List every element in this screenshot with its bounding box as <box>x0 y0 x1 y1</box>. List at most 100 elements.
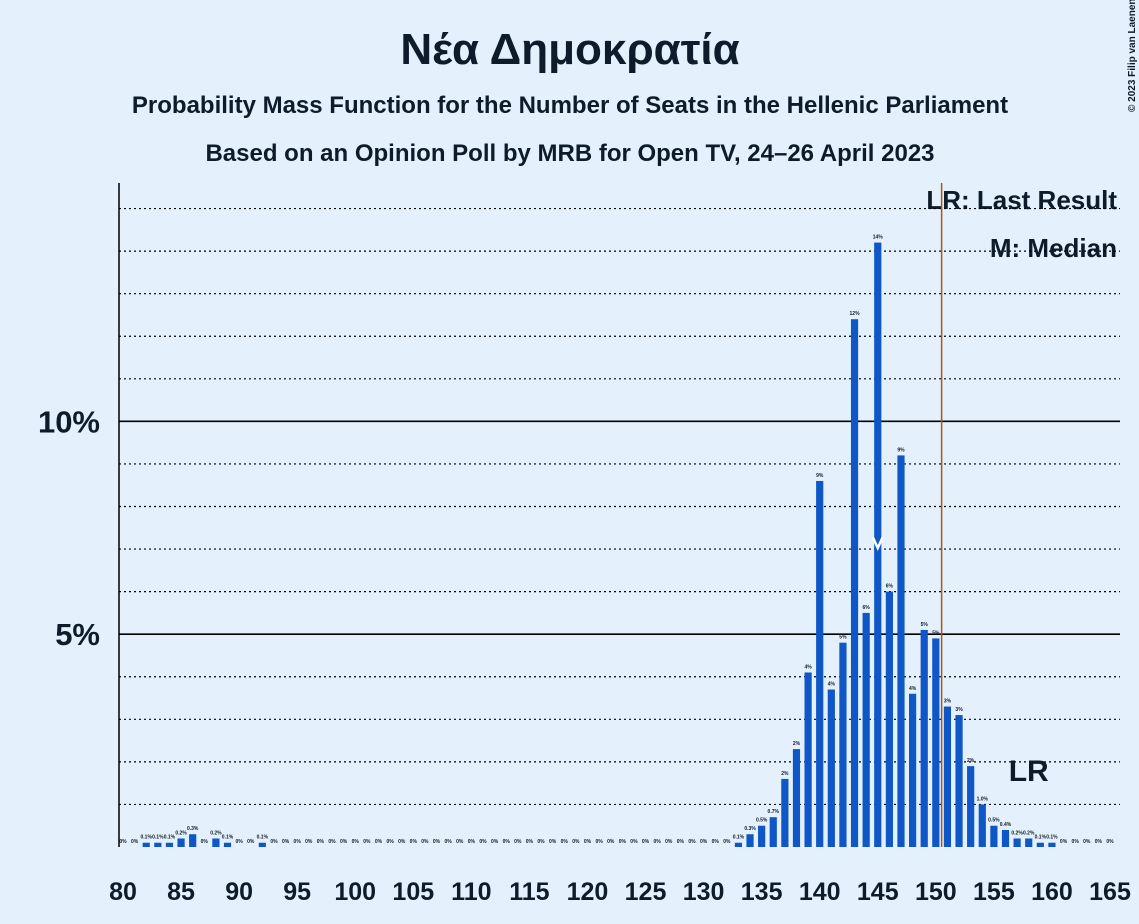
value-label: 14% <box>873 235 884 241</box>
bar <box>920 629 928 847</box>
value-label: 0% <box>1083 839 1091 845</box>
x-tick-label: 105 <box>392 878 434 906</box>
value-label: 0% <box>201 839 209 845</box>
value-label: 0% <box>375 839 383 845</box>
value-label: 0% <box>491 839 499 845</box>
bar <box>189 834 197 847</box>
value-label: 0.1% <box>257 835 269 841</box>
value-label: 0% <box>270 839 278 845</box>
bar <box>909 693 917 847</box>
x-tick-label: 130 <box>683 878 725 906</box>
x-tick-label: 155 <box>973 878 1015 906</box>
value-label: 5% <box>839 635 847 641</box>
value-label: 0% <box>282 839 290 845</box>
value-label: 0.1% <box>1035 835 1047 841</box>
value-label: 4% <box>828 682 836 688</box>
bar <box>142 842 150 847</box>
value-label: 0% <box>712 839 720 845</box>
bar <box>212 838 220 847</box>
value-label: 0% <box>352 839 360 845</box>
value-label: 6% <box>863 605 871 611</box>
bar <box>978 804 986 847</box>
value-label: 0% <box>131 839 139 845</box>
bar <box>758 825 766 847</box>
bar <box>827 689 835 847</box>
value-label: 0% <box>642 839 650 845</box>
x-tick-label: 120 <box>567 878 609 906</box>
value-label: 0.2% <box>1011 830 1023 836</box>
value-label: 0% <box>468 839 476 845</box>
bar <box>816 480 824 847</box>
value-label: 4% <box>804 664 812 670</box>
x-tick-label: 145 <box>857 878 899 906</box>
x-tick-label: 140 <box>799 878 841 906</box>
value-label: 9% <box>816 473 824 479</box>
value-label: 0% <box>514 839 522 845</box>
value-label: 0% <box>247 839 255 845</box>
value-label: 0% <box>526 839 534 845</box>
value-label: 0% <box>445 839 453 845</box>
value-label: 0% <box>398 839 406 845</box>
bar <box>258 842 266 847</box>
value-label: 5% <box>921 622 929 628</box>
value-label: 0.5% <box>756 818 768 824</box>
bar <box>1025 838 1033 847</box>
bar <box>885 591 893 847</box>
value-label: 0% <box>386 839 394 845</box>
copyright: © 2023 Filip van Laenen <box>1127 0 1138 112</box>
value-label: 0.7% <box>768 809 780 815</box>
bar <box>967 766 975 847</box>
value-label: 0.1% <box>1046 835 1058 841</box>
value-label: 0% <box>421 839 429 845</box>
value-label: 0% <box>479 839 487 845</box>
x-tick-label: 135 <box>741 878 783 906</box>
value-label: 9% <box>897 447 905 453</box>
value-label: 0% <box>688 839 696 845</box>
bar <box>781 778 789 847</box>
x-tick-label: 80 <box>109 878 137 906</box>
bar <box>792 749 801 847</box>
value-label: 0.3% <box>187 826 199 832</box>
value-label: 0.2% <box>1023 830 1035 836</box>
bar <box>932 638 940 847</box>
value-label: 0% <box>665 839 673 845</box>
value-label: 0% <box>236 839 244 845</box>
value-label: 0% <box>1106 839 1114 845</box>
value-label: 2% <box>967 758 975 764</box>
value-label: 0% <box>572 839 580 845</box>
x-tick-label: 95 <box>283 878 311 906</box>
bar <box>734 842 743 847</box>
value-label: 0.1% <box>733 835 745 841</box>
bar <box>177 838 185 847</box>
y-tick-label: 5% <box>55 617 100 652</box>
value-label: 0% <box>561 839 569 845</box>
value-label: 0.1% <box>141 835 153 841</box>
x-tick-label: 90 <box>225 878 253 906</box>
value-label: 4% <box>909 686 917 692</box>
value-label: 0% <box>723 839 731 845</box>
value-label: 0.2% <box>175 830 187 836</box>
value-label: 0% <box>456 839 464 845</box>
bar <box>1036 842 1044 847</box>
value-label: 1.0% <box>977 796 989 802</box>
bar <box>804 672 812 847</box>
x-tick-label: 160 <box>1031 878 1073 906</box>
bar <box>874 242 882 848</box>
value-label: 0% <box>677 839 685 845</box>
value-label: 0% <box>340 839 348 845</box>
value-label: 0.3% <box>744 826 756 832</box>
value-label: 0% <box>1095 839 1103 845</box>
value-label: 0.1% <box>152 835 164 841</box>
value-label: 2% <box>793 741 801 747</box>
value-label: 0% <box>410 839 418 845</box>
value-label: 0% <box>595 839 603 845</box>
bar <box>1048 842 1056 847</box>
x-tick-label: 115 <box>509 878 549 906</box>
value-label: 0% <box>537 839 545 845</box>
value-label: 0% <box>607 839 615 845</box>
x-tick-label: 85 <box>167 878 195 906</box>
value-label: 0% <box>363 839 371 845</box>
value-label: 0% <box>317 839 325 845</box>
x-tick-label: 110 <box>451 878 491 906</box>
chart-title: Νέα Δημοκρατία <box>400 25 739 74</box>
